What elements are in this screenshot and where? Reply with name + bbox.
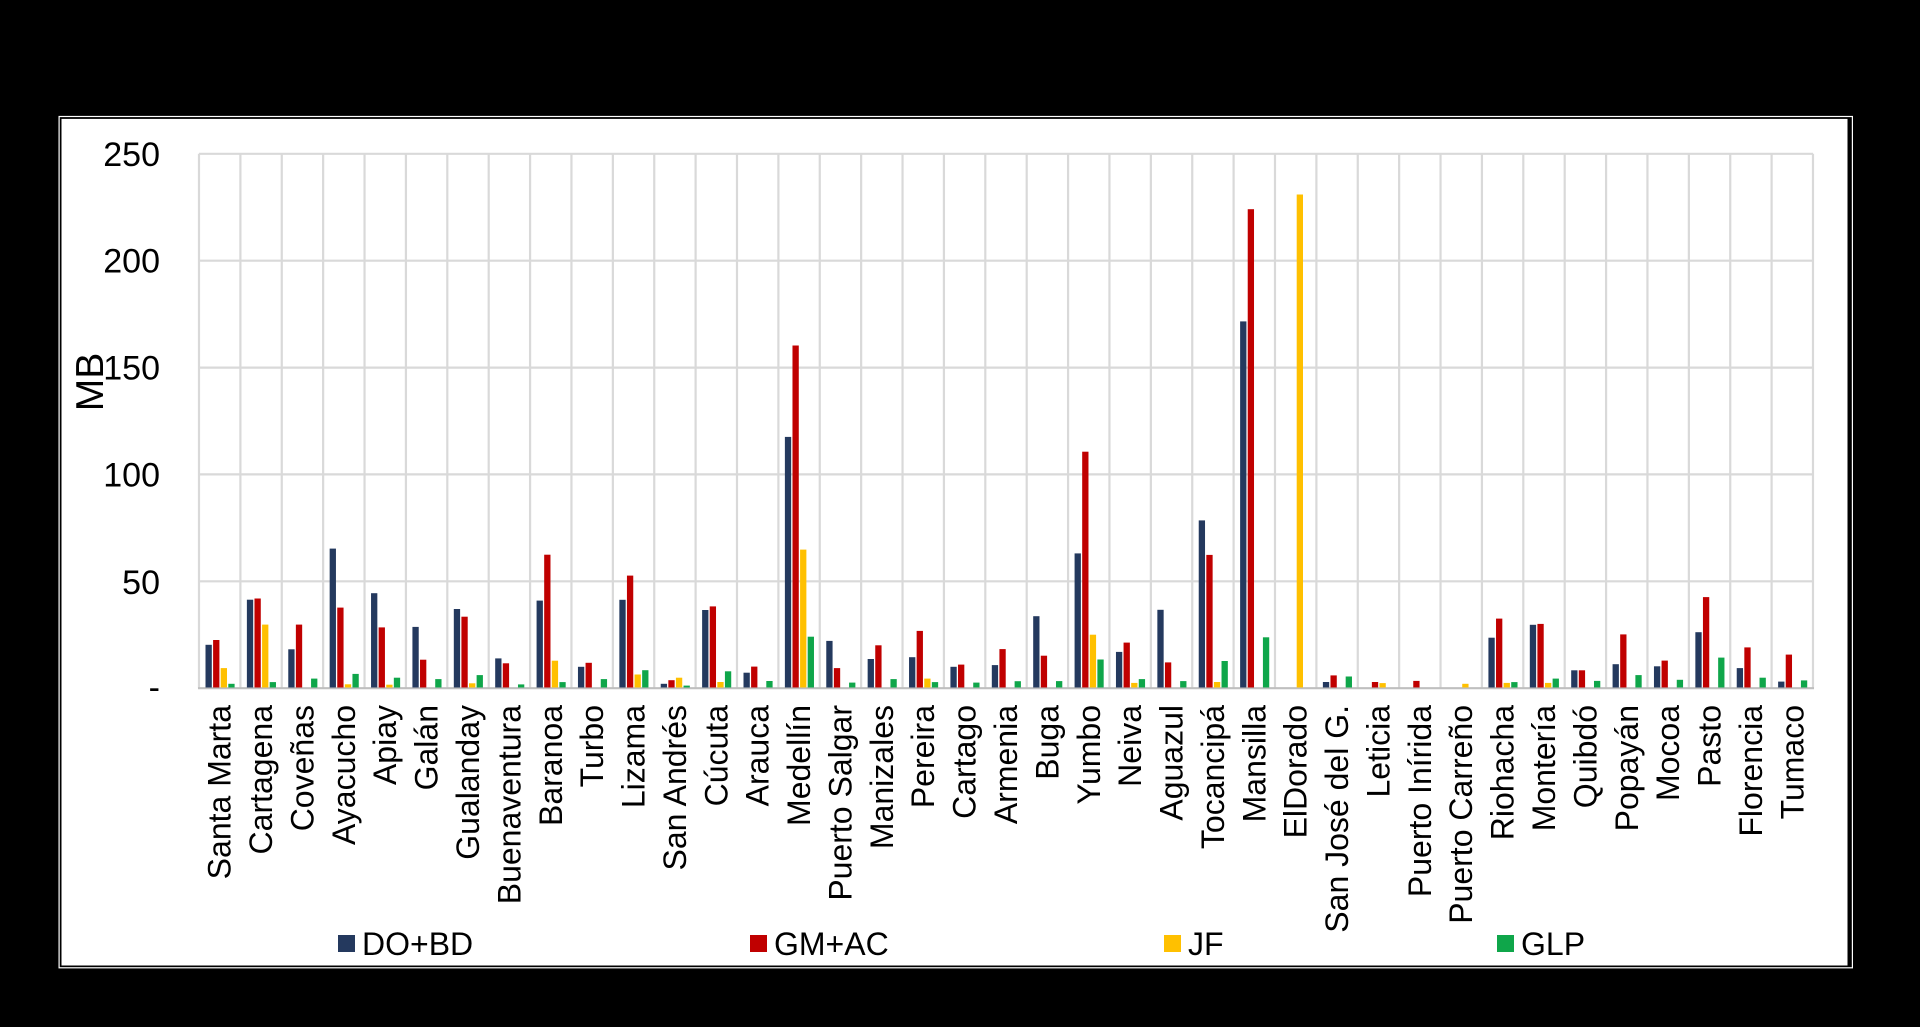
svg-text:200: 200 bbox=[103, 243, 160, 281]
svg-text:Puerto Carreño: Puerto Carreño bbox=[1443, 705, 1479, 924]
svg-text:Baranoa: Baranoa bbox=[533, 705, 569, 826]
svg-text:Coveñas: Coveñas bbox=[284, 705, 320, 831]
svg-text:Apiay: Apiay bbox=[367, 705, 403, 785]
svg-text:Yumbo: Yumbo bbox=[1071, 705, 1107, 805]
svg-text:Florencia: Florencia bbox=[1733, 705, 1769, 837]
svg-text:Turbo: Turbo bbox=[574, 705, 610, 787]
svg-text:Ayacucho: Ayacucho bbox=[326, 705, 362, 845]
svg-text:Medellín: Medellín bbox=[781, 705, 817, 826]
svg-text:Popayán: Popayán bbox=[1609, 705, 1645, 831]
svg-text:100: 100 bbox=[103, 456, 160, 494]
svg-text:50: 50 bbox=[122, 564, 160, 602]
svg-text:Cartago: Cartago bbox=[947, 705, 983, 819]
svg-text:Pasto: Pasto bbox=[1692, 705, 1728, 787]
svg-text:Mansilla: Mansilla bbox=[1236, 705, 1272, 823]
svg-text:Lizama: Lizama bbox=[616, 705, 652, 808]
svg-text:Quibdó: Quibdó bbox=[1567, 705, 1603, 808]
svg-text:Neiva: Neiva bbox=[1112, 705, 1148, 787]
svg-text:Mocoa: Mocoa bbox=[1650, 705, 1686, 801]
svg-text:-: - bbox=[149, 669, 160, 707]
svg-text:Puerto Salgar: Puerto Salgar bbox=[822, 705, 858, 901]
svg-text:Aguazul: Aguazul bbox=[1154, 705, 1190, 821]
svg-text:Pereira: Pereira bbox=[905, 705, 941, 808]
svg-text:Tocancipá: Tocancipá bbox=[1195, 705, 1231, 849]
svg-text:Cúcuta: Cúcuta bbox=[698, 705, 734, 807]
svg-text:DO+BD: DO+BD bbox=[362, 926, 473, 962]
svg-text:Armenia: Armenia bbox=[988, 705, 1024, 824]
svg-text:Manizales: Manizales bbox=[864, 705, 900, 849]
svg-text:Montería: Montería bbox=[1526, 705, 1562, 831]
svg-text:Santa Marta: Santa Marta bbox=[202, 705, 238, 880]
svg-text:San Andrés: San Andrés bbox=[657, 705, 693, 870]
svg-text:GM+AC: GM+AC bbox=[774, 926, 889, 962]
svg-text:Tumaco: Tumaco bbox=[1774, 705, 1810, 819]
svg-text:Leticia: Leticia bbox=[1360, 705, 1396, 798]
svg-text:JF: JF bbox=[1188, 926, 1224, 962]
svg-text:Galán: Galán bbox=[409, 705, 445, 790]
svg-text:GLP: GLP bbox=[1521, 926, 1585, 962]
svg-text:150: 150 bbox=[103, 350, 160, 388]
svg-text:Cartagena: Cartagena bbox=[243, 705, 279, 855]
svg-text:Puerto Inírida: Puerto Inírida bbox=[1402, 705, 1438, 897]
svg-text:Buenaventura: Buenaventura bbox=[491, 705, 527, 904]
svg-text:MB: MB bbox=[69, 353, 112, 412]
svg-text:Arauca: Arauca bbox=[740, 705, 776, 807]
svg-text:ElDorado: ElDorado bbox=[1278, 705, 1314, 838]
svg-text:Buga: Buga bbox=[1029, 705, 1065, 780]
svg-text:Riohacha: Riohacha bbox=[1485, 705, 1521, 840]
svg-text:250: 250 bbox=[103, 136, 160, 174]
svg-text:San José del G.: San José del G. bbox=[1319, 705, 1355, 933]
svg-text:Gualanday: Gualanday bbox=[450, 705, 486, 860]
